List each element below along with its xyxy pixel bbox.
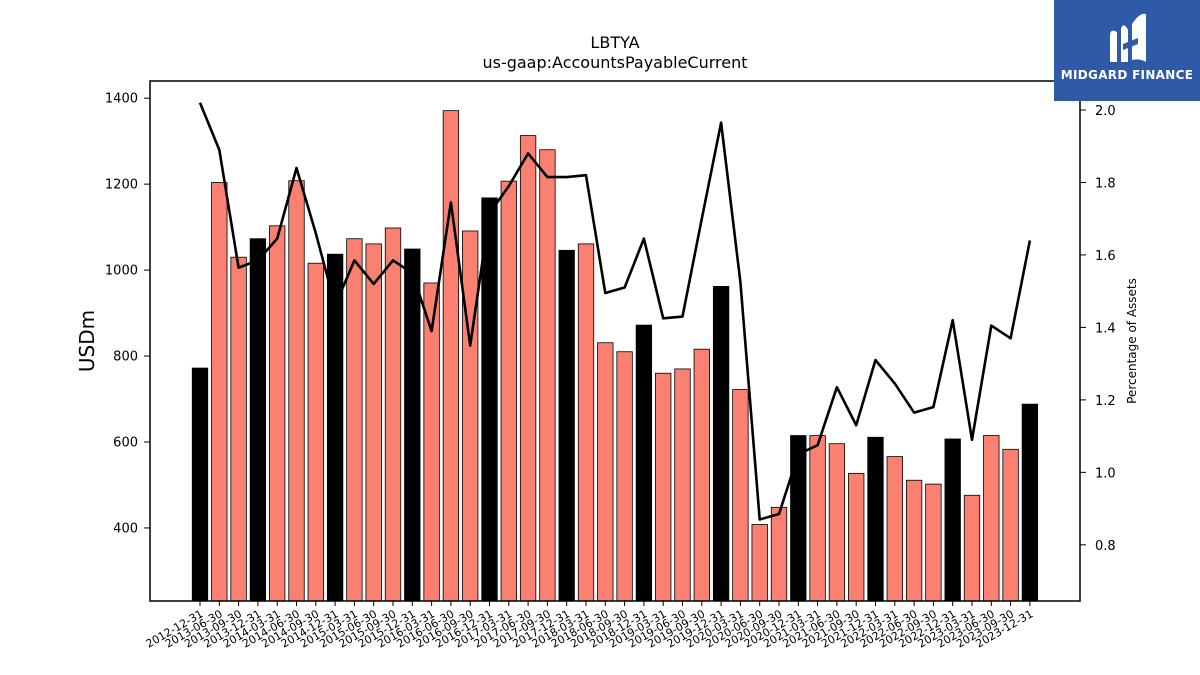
bar-2017-12-31	[558, 249, 575, 602]
y2-tick-label: 1.2	[1095, 394, 1116, 409]
chart-title: LBTYA	[590, 33, 639, 52]
bar-2012-12-31	[191, 367, 209, 602]
y-tick-label: 1000	[105, 264, 138, 279]
y-axis-right: 0.8 1.0 1.2 1.4 1.6 1.8 2.0	[1080, 104, 1116, 554]
bar-2022-09-30	[925, 483, 942, 602]
bar-2021-12-31	[867, 436, 884, 602]
midgard-finance-logo: MIDGARD FINANCE	[1054, 0, 1200, 101]
line-layer	[198, 102, 1032, 521]
y-tick-label: 400	[113, 521, 138, 536]
y-axis-left: 400 600 800 1000 1200 1400	[105, 92, 150, 536]
bars-layer	[191, 110, 1039, 602]
bar-2017-06-30	[519, 135, 537, 602]
bar-2020-09-30	[770, 506, 788, 602]
bar-2015-09-30	[384, 227, 402, 602]
bar-2023-03-31	[963, 494, 981, 602]
y-tick-label: 1200	[105, 178, 138, 193]
chart-subtitle: us-gaap:AccountsPayableCurrent	[482, 53, 747, 72]
bar-2014-09-30	[307, 262, 324, 602]
bar-2020-03-31	[732, 389, 749, 602]
y-tick-label: 1400	[105, 92, 138, 107]
bar-2016-09-30	[462, 230, 479, 602]
bar-2015-12-31	[404, 248, 421, 602]
bar-2013-09-30	[230, 256, 247, 602]
y2-tick-label: 2.0	[1095, 104, 1116, 119]
y-tick-label: 800	[113, 350, 138, 365]
bar-2019-03-31	[655, 372, 672, 602]
bar-2015-06-30	[365, 243, 382, 602]
y2-tick-label: 1.8	[1095, 176, 1116, 191]
y2-tick-label: 1.0	[1095, 466, 1116, 481]
bar-2022-03-31	[886, 456, 903, 602]
bar-2020-06-30	[751, 524, 768, 602]
bar-2014-06-30	[288, 180, 305, 602]
bar-2017-03-31	[500, 180, 517, 602]
bar-2023-06-30	[983, 435, 1000, 602]
y2-tick-label: 1.6	[1095, 249, 1116, 264]
bar-2015-03-31	[346, 238, 363, 602]
percentage-of-assets-line	[198, 102, 1032, 521]
logo-mark-icon	[1110, 13, 1146, 62]
plot-frame	[149, 80, 1081, 602]
bar-2014-03-31	[269, 225, 286, 602]
bar-2016-06-30	[442, 110, 460, 602]
bar-2019-06-30	[674, 368, 691, 602]
bar-2018-09-30	[616, 351, 633, 602]
bar-2018-03-31	[577, 243, 595, 602]
bar-2018-06-30	[597, 342, 614, 602]
bar-2023-09-30	[1002, 448, 1019, 602]
y-axis-label: USDm	[75, 310, 99, 372]
x-axis: 2012-12-312013-06-302013-09-302013-12-31…	[144, 601, 1035, 651]
logo-text: MIDGARD FINANCE	[1060, 68, 1194, 82]
bar-2022-12-31	[944, 438, 961, 602]
bar-2021-09-30	[848, 472, 865, 602]
bar-2019-12-31	[712, 286, 730, 602]
bar-2021-06-30	[828, 443, 846, 602]
y-tick-label: 600	[113, 435, 138, 450]
bar-2020-12-31	[790, 435, 807, 602]
bar-2018-12-31	[635, 324, 653, 602]
bar-2013-06-30	[211, 182, 228, 602]
bar-2022-06-30	[905, 479, 923, 602]
bar-2023-12-31	[1021, 403, 1039, 602]
bar-2017-09-30	[539, 149, 556, 602]
y2-tick-label: 1.4	[1095, 321, 1116, 336]
bar-2021-03-31	[809, 435, 826, 602]
bar-2013-12-31	[249, 238, 267, 602]
y2-tick-label: 0.8	[1095, 539, 1116, 554]
bar-2019-09-30	[693, 348, 710, 602]
y2-axis-label: Percentage of Assets	[1125, 278, 1139, 404]
